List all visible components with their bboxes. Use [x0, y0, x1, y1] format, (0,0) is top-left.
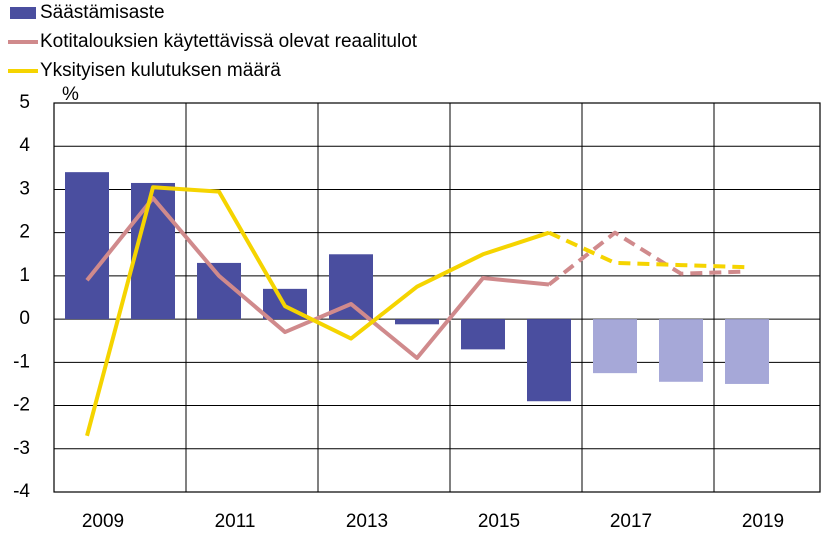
y-tick-label: 2	[19, 222, 30, 243]
line	[85, 196, 550, 361]
y-tick-label: 0	[19, 308, 30, 329]
legend-label: Kotitalouksien käytettävissä olevat reaa…	[40, 31, 418, 52]
forecast-line	[547, 230, 748, 287]
x-tick-label: 2017	[610, 511, 652, 532]
bar	[197, 262, 241, 320]
y-tick-label: 1	[19, 265, 30, 286]
bar	[461, 319, 505, 350]
x-tick-label: 2013	[346, 511, 388, 532]
bar	[527, 319, 571, 402]
bar	[725, 319, 769, 384]
y-tick-label: -3	[13, 438, 30, 459]
legend-swatch	[10, 7, 36, 19]
line	[85, 185, 550, 437]
y-axis-label: %	[62, 84, 79, 105]
x-tick-label: 2011	[215, 511, 256, 532]
legend-label: Säästämisaste	[40, 2, 165, 23]
x-tick-label: 2015	[478, 511, 520, 532]
x-tick-label: 2009	[82, 511, 124, 532]
plot-frame	[53, 102, 821, 493]
x-tick-label: 2019	[742, 511, 784, 532]
y-tick-label: 3	[19, 178, 30, 199]
y-tick-label: -2	[13, 395, 30, 416]
y-tick-label: -4	[13, 481, 30, 502]
bar	[65, 172, 109, 320]
y-tick-label: -1	[13, 351, 30, 372]
y-tick-label: 5	[19, 92, 30, 113]
bar	[131, 182, 175, 320]
legend-label: Yksityisen kulutuksen määrä	[40, 60, 281, 81]
forecast-line	[548, 230, 748, 270]
bar	[659, 319, 703, 382]
y-tick-label: 4	[19, 135, 30, 156]
bar	[593, 319, 637, 374]
bar	[395, 319, 439, 325]
